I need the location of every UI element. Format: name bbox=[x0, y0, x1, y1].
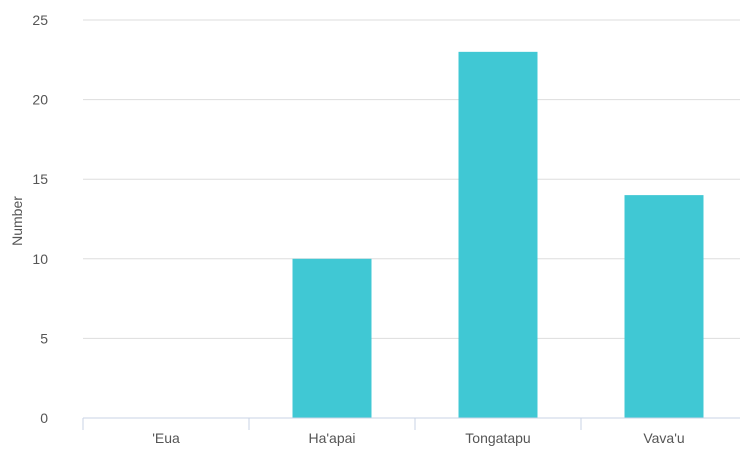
y-tick-label: 25 bbox=[32, 12, 48, 28]
y-tick-label: 20 bbox=[32, 92, 48, 108]
bar bbox=[624, 195, 704, 418]
bars bbox=[292, 51, 704, 419]
y-tick-label: 10 bbox=[32, 251, 48, 267]
y-tick-label: 0 bbox=[40, 410, 48, 426]
y-tick-label: 5 bbox=[40, 330, 48, 346]
bar bbox=[458, 51, 538, 419]
y-axis-title: Number bbox=[9, 196, 25, 246]
x-tick-label: Tongatapu bbox=[465, 430, 530, 446]
bar bbox=[292, 258, 372, 418]
y-tick-label: 15 bbox=[32, 171, 48, 187]
x-tick-label: Vava'u bbox=[643, 430, 684, 446]
x-tick-label: 'Eua bbox=[152, 430, 180, 446]
x-axis bbox=[82, 417, 740, 430]
x-tick-labels: 'Eua Ha'apai Tongatapu Vava'u bbox=[152, 430, 684, 446]
y-tick-labels: 0 5 10 15 20 25 bbox=[32, 12, 48, 426]
x-tick-label: Ha'apai bbox=[308, 430, 355, 446]
